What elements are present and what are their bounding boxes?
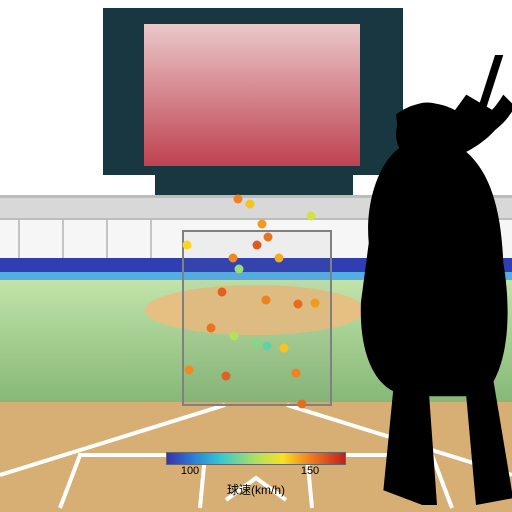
pitch-marker [292,369,301,378]
pitch-marker [230,332,239,341]
colorbar: 100 150 球速(km/h) [166,452,346,498]
pitch-marker [185,366,194,375]
pitch-marker [229,254,238,263]
pitch-marker [262,296,271,305]
stand-divider [18,220,20,258]
colorbar-gradient [166,452,346,465]
pitch-marker [298,400,307,409]
stand-divider [62,220,64,258]
stand-divider [106,220,108,258]
colorbar-ticks: 100 150 [166,465,346,479]
pitch-marker [207,324,216,333]
pitch-marker [252,339,261,348]
pitch-marker [264,233,273,242]
pitch-marker [222,372,231,381]
colorbar-tick: 100 [181,465,199,477]
pitch-marker [258,220,267,229]
colorbar-label: 球速(km/h) [166,481,346,498]
colorbar-tick: 150 [301,465,319,477]
pitch-marker [253,241,262,250]
pitch-marker [246,200,255,209]
pitch-marker [294,300,303,309]
pitch-marker [234,195,243,204]
stand-divider [150,220,152,258]
stage: 100 150 球速(km/h) [0,0,512,512]
strike-zone [182,230,332,406]
pitch-marker [275,254,284,263]
pitch-marker [263,342,272,351]
pitch-marker [218,288,227,297]
batter-silhouette [320,55,512,510]
pitch-marker [183,241,192,250]
pitch-marker [280,344,289,353]
pitch-marker [311,299,320,308]
pitch-marker [307,212,316,221]
pitch-marker [235,265,244,274]
